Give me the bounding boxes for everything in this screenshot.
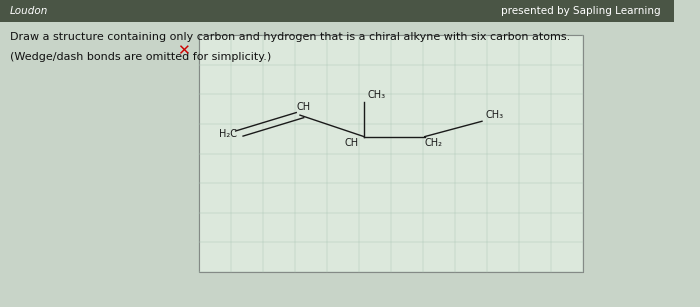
Text: Draw a structure containing only carbon and hydrogen that is a chiral alkyne wit: Draw a structure containing only carbon … [10, 32, 570, 42]
Text: (Wedge/dash bonds are omitted for simplicity.): (Wedge/dash bonds are omitted for simpli… [10, 52, 272, 62]
Text: CH: CH [297, 102, 311, 112]
Text: CH₂: CH₂ [425, 138, 442, 148]
Text: H₂C: H₂C [219, 129, 237, 138]
Bar [0, 0, 674, 22]
Text: ✕: ✕ [177, 43, 190, 58]
Text: presented by Sapling Learning: presented by Sapling Learning [501, 6, 661, 16]
Bar [199, 35, 583, 272]
Text: Loudon: Loudon [10, 6, 48, 16]
Text: CH₃: CH₃ [485, 110, 503, 120]
Text: CH₃: CH₃ [368, 90, 386, 100]
Text: CH: CH [344, 138, 358, 148]
